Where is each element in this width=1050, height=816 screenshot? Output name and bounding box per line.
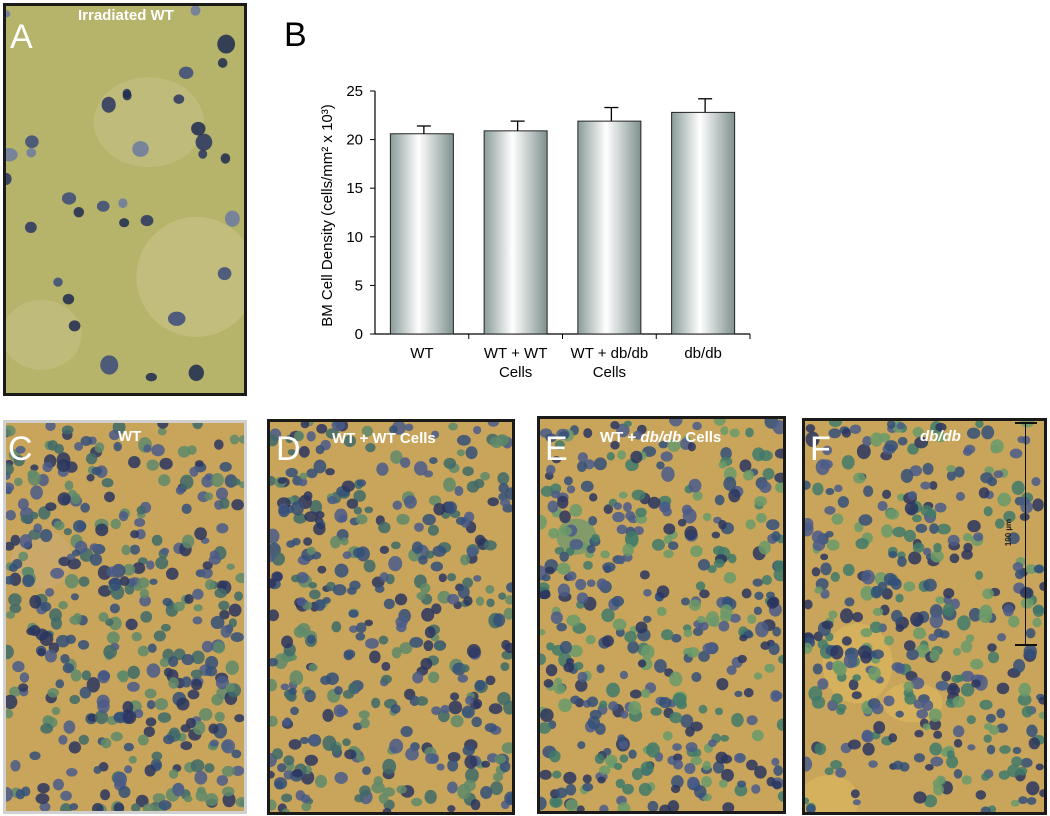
y-axis-label: BM Cell Density (cells/mm² x 10³) bbox=[319, 104, 336, 327]
panel-d-letter: D bbox=[276, 430, 301, 468]
x-tick-label: WT + db/db Cells bbox=[571, 345, 649, 381]
scale-bar bbox=[1025, 422, 1026, 645]
panel-c-title: WT bbox=[118, 428, 142, 445]
bar bbox=[577, 120, 642, 335]
panel-f-micrograph bbox=[802, 418, 1047, 815]
y-tick-label: 20 bbox=[346, 132, 363, 149]
panel-c-micrograph bbox=[3, 420, 247, 814]
panel-d-title: WT + WT Cells bbox=[332, 430, 436, 447]
panel-e-title: WT + db/db Cells bbox=[600, 429, 721, 446]
panel-e-letter: E bbox=[545, 430, 568, 468]
micrograph-f-image bbox=[805, 421, 1044, 812]
panel-e-micrograph bbox=[537, 416, 786, 814]
panel-c-letter: C bbox=[8, 430, 33, 468]
x-tick-label: db/db bbox=[684, 345, 722, 362]
x-tick-label: WT bbox=[410, 345, 433, 362]
panel-d-micrograph bbox=[267, 419, 515, 815]
micrograph-d-image bbox=[270, 422, 512, 812]
y-tick-label: 10 bbox=[346, 229, 363, 246]
scale-bar-label: 100 µm bbox=[1004, 518, 1014, 547]
bar-chart: B 0 5 10 15 20 25 WT WT + WT Cells WT + db/db Cell… bbox=[284, 16, 751, 381]
scale-bar-cap-top bbox=[1015, 422, 1037, 424]
micrograph-a-image bbox=[6, 6, 244, 393]
panel-f-letter: F bbox=[810, 430, 831, 468]
bar bbox=[483, 130, 548, 335]
micrograph-e-image bbox=[540, 419, 783, 811]
panel-e-title-em: db/db bbox=[640, 429, 682, 446]
panel-a-letter: A bbox=[10, 18, 33, 56]
y-tick-label: 25 bbox=[346, 83, 363, 100]
panel-a-title: Irradiated WT bbox=[78, 7, 174, 24]
x-tick-label: WT + WT Cells bbox=[484, 345, 547, 381]
bar bbox=[389, 133, 454, 335]
panel-e-title-pre: WT + bbox=[600, 429, 641, 446]
panel-f-title-em: db/db bbox=[920, 428, 961, 445]
panel-e-title-post: Cells bbox=[681, 429, 722, 446]
panel-a-micrograph bbox=[3, 3, 247, 396]
panel-f-title: db/db bbox=[920, 428, 961, 445]
bar bbox=[671, 111, 736, 335]
panel-b-letter: B bbox=[284, 16, 307, 54]
y-tick-label: 15 bbox=[346, 180, 363, 197]
y-tick-label: 5 bbox=[355, 277, 363, 294]
micrograph-c-image bbox=[6, 423, 244, 811]
y-tick-label: 0 bbox=[355, 326, 363, 343]
scale-bar-cap-bottom bbox=[1015, 644, 1037, 646]
